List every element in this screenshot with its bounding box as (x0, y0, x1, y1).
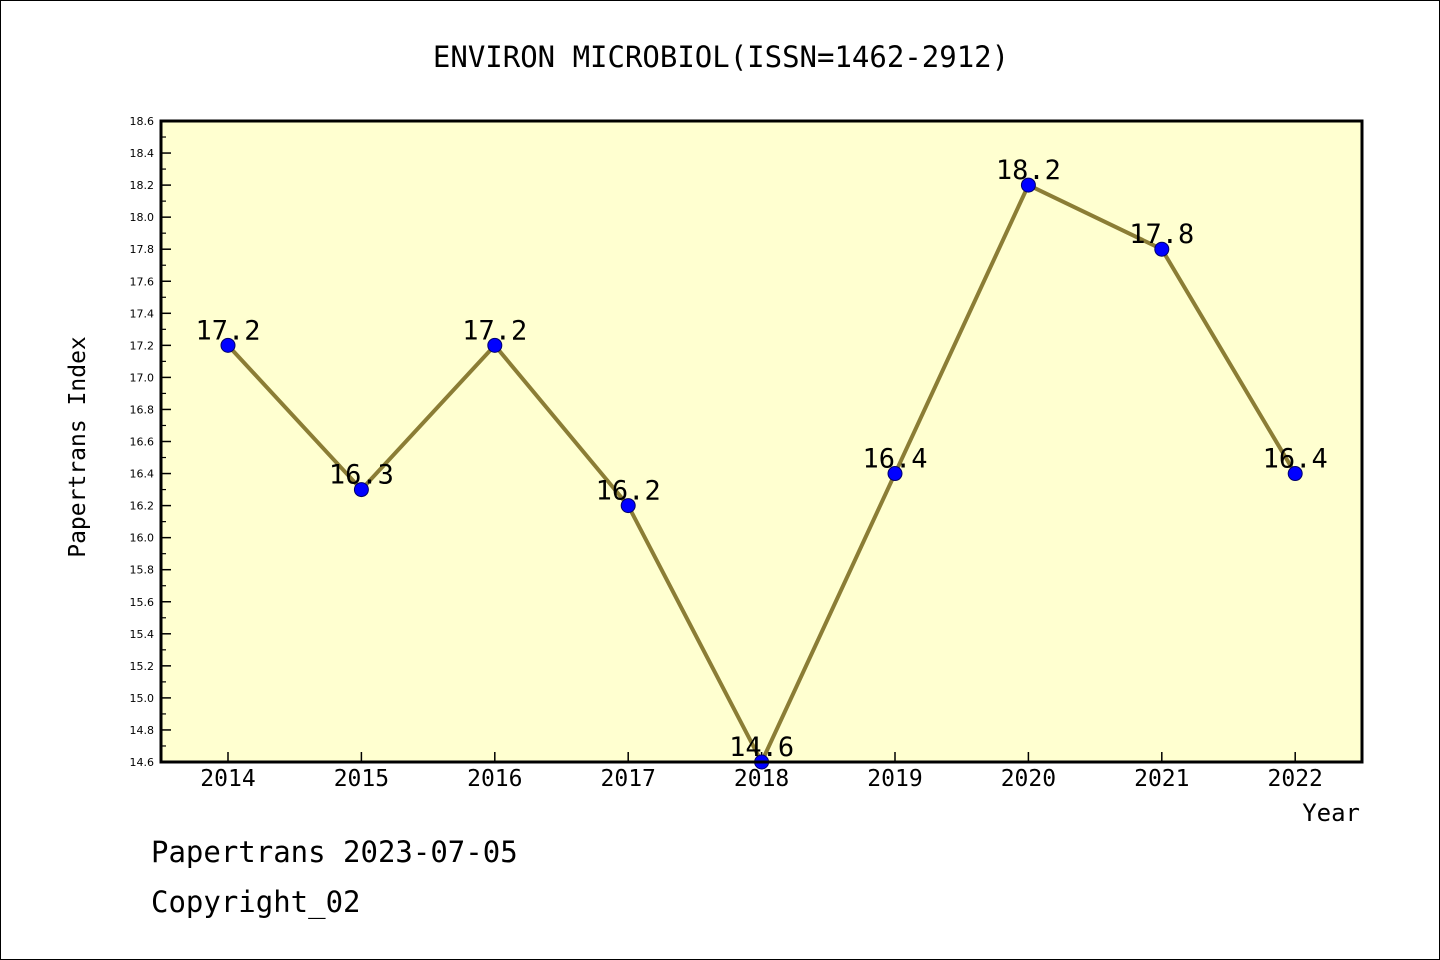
data-label: 18.2 (996, 155, 1061, 186)
x-tick-label: 2017 (601, 766, 656, 792)
plot-area (161, 121, 1362, 762)
y-tick-label: 16.2 (130, 500, 155, 513)
x-tick-label: 2014 (200, 766, 255, 792)
y-tick-label: 18.6 (130, 115, 155, 128)
y-axis-label: Papertrans Index (65, 336, 91, 558)
x-tick-label: 2022 (1268, 766, 1323, 792)
x-tick-label: 2019 (867, 766, 922, 792)
x-tick-label: 2016 (467, 766, 522, 792)
x-tick-label: 2020 (1001, 766, 1056, 792)
data-point (353, 482, 369, 498)
data-point (620, 498, 636, 514)
data-label: 16.3 (329, 460, 394, 491)
data-label: 16.2 (596, 476, 661, 507)
data-labels: 17.2 16.3 17.2 16.2 14.6 16.4 18.2 17.8 16.4 (195, 155, 1327, 763)
y-tick-label: 15.4 (130, 628, 155, 641)
y-tick-label: 16.0 (130, 532, 155, 545)
data-point (487, 337, 503, 353)
y-tick-label: 15.0 (130, 692, 155, 705)
data-label: 16.4 (1263, 444, 1328, 475)
y-tick-label: 18.4 (130, 147, 155, 160)
y-tick-label: 17.2 (130, 339, 155, 352)
footer-copyright: Copyright_02 (151, 885, 361, 919)
y-tick-label: 15.8 (130, 564, 155, 577)
y-tick-label: 14.6 (130, 756, 155, 769)
y-tick-label: 16.6 (130, 436, 155, 449)
y-tick-label: 15.6 (130, 596, 155, 609)
y-tick-label: 16.8 (130, 403, 155, 416)
x-tick-label: 2018 (734, 766, 789, 792)
y-axis-ticks: 14.6 14.8 15.0 15.2 15.4 15.6 15.8 16.0 16.2 16.4… (130, 115, 171, 769)
data-label: 17.2 (462, 315, 527, 346)
data-label: 17.2 (195, 315, 260, 346)
x-axis-label: Year (1302, 799, 1360, 827)
data-point (220, 337, 236, 353)
y-tick-label: 18.0 (130, 211, 155, 224)
y-tick-label: 16.4 (130, 468, 155, 481)
y-tick-label: 14.8 (130, 724, 155, 737)
y-tick-label: 17.8 (130, 243, 155, 256)
y-tick-label: 17.4 (130, 307, 155, 320)
data-markers (220, 177, 1303, 770)
data-point (1020, 177, 1036, 193)
x-axis-ticks: 2014 2015 2016 2017 2018 2019 2020 2021 2022 (200, 752, 1323, 792)
x-tick-label: 2015 (334, 766, 389, 792)
data-label: 16.4 (862, 444, 927, 475)
y-tick-label: 15.2 (130, 660, 155, 673)
y-tick-label: 17.6 (130, 275, 155, 288)
y-tick-label: 18.2 (130, 179, 155, 192)
x-tick-label: 2021 (1134, 766, 1189, 792)
data-point (1154, 241, 1170, 257)
y-tick-label: 17.0 (130, 371, 155, 384)
chart-title: ENVIRON MICROBIOL(ISSN=1462-2912) (433, 40, 1009, 74)
data-label: 14.6 (729, 732, 794, 763)
data-label: 17.8 (1129, 219, 1194, 250)
data-point (1287, 466, 1303, 482)
footer-date: Papertrans 2023-07-05 (151, 835, 518, 869)
plot-border (159, 119, 1364, 764)
data-point (887, 466, 903, 482)
